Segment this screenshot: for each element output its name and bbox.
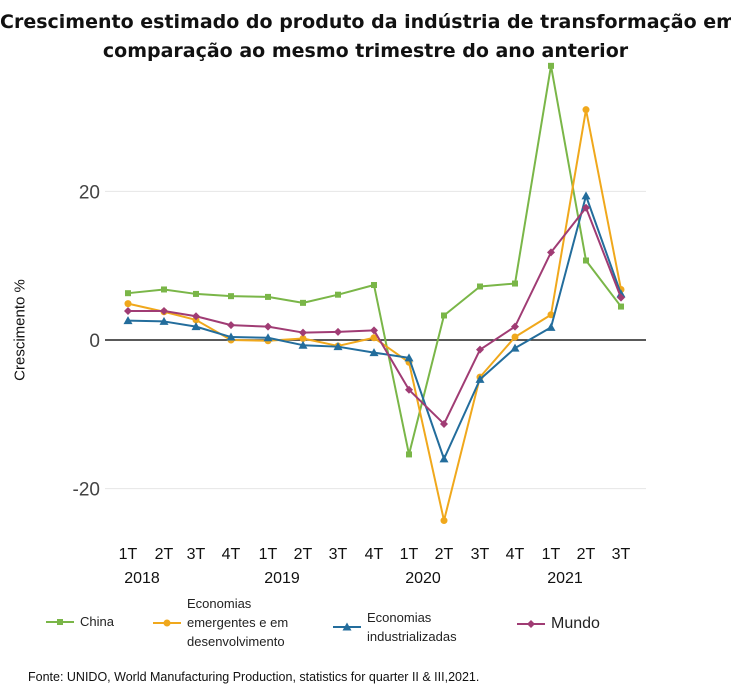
data-point-s2 xyxy=(581,191,591,200)
data-point-s0 xyxy=(406,451,412,458)
x-tick-label: 4T xyxy=(506,546,525,563)
legend-marker-emergentes xyxy=(153,619,181,626)
x-tick-label: 3T xyxy=(187,546,206,563)
data-point-s0 xyxy=(125,290,131,297)
data-point-s3 xyxy=(440,419,448,428)
data-point-s3 xyxy=(227,321,235,330)
chart-title-line-2: comparação ao mesmo trimestre do ano ant… xyxy=(102,40,629,62)
legend-label-mundo: Mundo xyxy=(551,615,600,632)
legend-item-emergentes: Economias emergentes e em desenvolviment… xyxy=(153,594,288,651)
x-tick-label: 4T xyxy=(365,546,384,563)
legend-label-industrializadas-line-2: industrializadas xyxy=(367,629,457,644)
data-point-s2 xyxy=(298,340,308,349)
data-point-s2 xyxy=(123,316,133,325)
data-point-s0 xyxy=(583,257,589,264)
legend-marker-mundo xyxy=(517,619,545,628)
data-point-s3 xyxy=(617,293,625,302)
legend-item-industrializadas: Economias industrializadas xyxy=(333,608,457,646)
data-point-s0 xyxy=(618,303,624,310)
legend-label-china: China xyxy=(80,614,114,629)
data-point-s3 xyxy=(124,307,132,316)
data-point-s3 xyxy=(299,328,307,337)
x-tick-label: 2T xyxy=(577,546,596,563)
data-point-s3 xyxy=(264,322,272,331)
data-point-s0 xyxy=(193,290,199,297)
data-point-s3 xyxy=(192,312,200,321)
x-tick-label: 3T xyxy=(471,546,490,563)
data-point-s2 xyxy=(369,348,379,357)
y-tick-label: -20 xyxy=(73,480,100,501)
data-point-s2 xyxy=(159,316,169,325)
source-note: Fonte: UNIDO, World Manufacturing Produc… xyxy=(28,670,480,684)
x-year-label: 2020 xyxy=(405,570,441,587)
series-line-1 xyxy=(127,108,622,522)
x-tick-label: 4T xyxy=(222,546,241,563)
data-point-s1 xyxy=(582,106,590,114)
data-point-s1 xyxy=(124,300,132,308)
legend-label-emergentes: Economias emergentes e em desenvolviment… xyxy=(187,594,288,651)
y-tick-label: 20 xyxy=(79,182,100,203)
data-point-s3 xyxy=(547,248,555,257)
data-point-s1 xyxy=(547,311,555,319)
x-year-label: 2021 xyxy=(547,570,583,587)
x-tick-label: 1T xyxy=(259,546,278,563)
data-point-s2 xyxy=(263,333,273,342)
legend-item-mundo: Mundo xyxy=(517,614,600,633)
data-point-s2 xyxy=(510,343,520,352)
legend-marker-industrializadas xyxy=(333,622,361,631)
x-year-label: 2019 xyxy=(264,570,300,587)
data-point-s1 xyxy=(299,335,307,343)
data-point-s2 xyxy=(546,322,556,331)
data-point-s0 xyxy=(335,291,341,298)
legend-label-emergentes-line-1: Economias xyxy=(187,596,252,611)
x-tick-label: 2T xyxy=(294,546,313,563)
data-point-s0 xyxy=(371,282,377,289)
data-point-s3 xyxy=(160,307,168,316)
legend-item-china: China xyxy=(46,612,114,631)
data-point-s0 xyxy=(441,312,447,319)
data-point-s0 xyxy=(228,293,234,300)
data-point-s3 xyxy=(582,203,590,212)
legend-label-industrializadas: Economias industrializadas xyxy=(367,608,457,646)
x-tick-label: 3T xyxy=(329,546,348,563)
data-point-s0 xyxy=(265,293,271,300)
y-tick-label: 0 xyxy=(89,331,100,352)
data-point-s0 xyxy=(512,280,518,287)
data-point-s1 xyxy=(440,517,448,525)
legend-marker-china xyxy=(46,618,74,625)
data-point-s2 xyxy=(226,332,236,341)
x-tick-label: 3T xyxy=(612,546,631,563)
data-point-s1 xyxy=(511,333,519,341)
data-point-s3 xyxy=(511,322,519,331)
data-point-s2 xyxy=(616,289,626,298)
x-tick-label: 1T xyxy=(400,546,419,563)
x-tick-label: 2T xyxy=(155,546,174,563)
data-point-s3 xyxy=(405,385,413,394)
data-point-s1 xyxy=(370,334,378,342)
x-tick-label: 2T xyxy=(435,546,454,563)
x-year-label: 2018 xyxy=(124,570,160,587)
x-tick-label: 1T xyxy=(119,546,138,563)
data-point-s2 xyxy=(191,322,201,331)
chart-title: Crescimento estimado do produto da indús… xyxy=(0,8,731,66)
chart-title-line-1: Crescimento estimado do produto da indús… xyxy=(0,11,731,33)
data-point-s2 xyxy=(333,342,343,351)
data-point-s2 xyxy=(439,454,449,463)
data-point-s3 xyxy=(370,326,378,335)
data-point-s3 xyxy=(476,345,484,354)
legend-label-industrializadas-line-1: Economias xyxy=(367,610,432,625)
legend-label-emergentes-line-2: emergentes e em xyxy=(187,615,289,630)
data-point-s0 xyxy=(161,286,167,293)
y-axis-label: Crescimento % xyxy=(11,279,29,381)
data-point-s2 xyxy=(404,353,414,362)
x-tick-label: 1T xyxy=(542,546,561,563)
data-point-s0 xyxy=(548,62,554,69)
legend-label-emergentes-line-3: desenvolvimento xyxy=(187,634,285,649)
series-line-3 xyxy=(128,206,622,425)
data-point-s0 xyxy=(477,283,483,290)
data-point-s0 xyxy=(300,299,306,306)
data-point-s2 xyxy=(475,374,485,383)
data-point-s3 xyxy=(334,327,342,336)
